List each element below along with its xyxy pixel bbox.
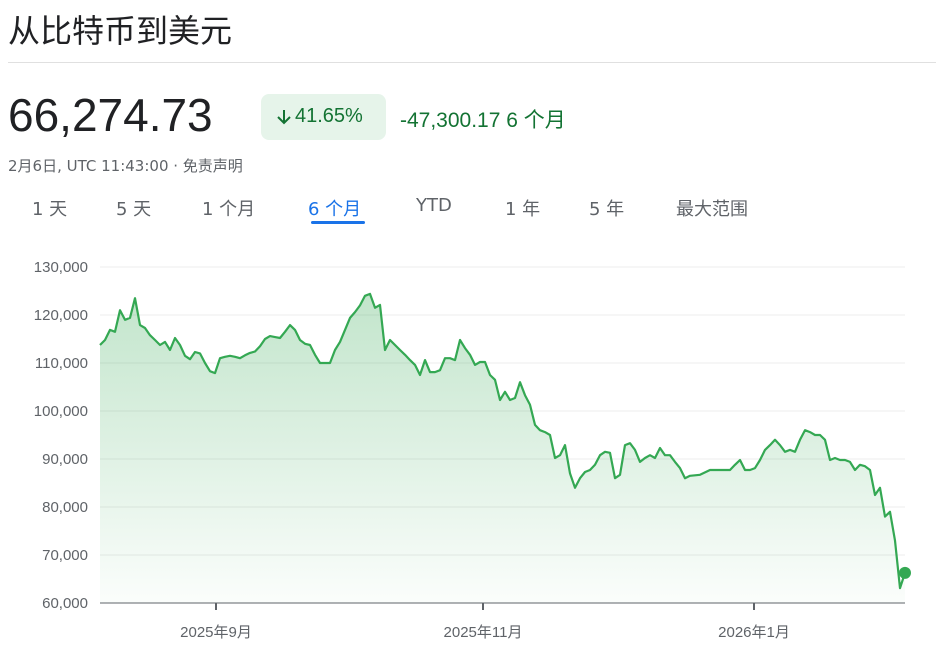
y-tick-label: 60,000	[42, 595, 88, 612]
tab[interactable]: YTD	[416, 195, 452, 216]
y-tick-label: 100,000	[34, 403, 88, 420]
tab-underline	[311, 221, 365, 224]
period: 6 个月	[506, 109, 566, 132]
down-arrow	[277, 110, 291, 125]
tab-active[interactable]: 6 个月	[308, 199, 362, 220]
y-tick-label: 90,000	[42, 451, 88, 468]
y-tick-label: 120,000	[34, 307, 88, 324]
change-value: -47,300.17 6 个月	[400, 104, 566, 134]
x-tick-label: 2026年1月	[718, 624, 790, 641]
change-percent: 41.65%	[295, 105, 363, 127]
change: -47,300.17	[400, 109, 501, 132]
area	[100, 293, 905, 603]
tab[interactable]: 1 年	[505, 199, 541, 220]
divider	[8, 62, 936, 63]
tab[interactable]: 5 天	[116, 199, 152, 220]
y-tick-label: 110,000	[35, 355, 88, 372]
price: 66,274.73	[8, 89, 213, 141]
y-tick-label: 70,000	[42, 547, 88, 564]
x-tick-label: 2025年11月	[444, 624, 523, 641]
tab[interactable]: 1 个月	[202, 199, 256, 220]
last-point	[899, 566, 911, 579]
x-tick-label: 2025年9月	[180, 624, 252, 641]
tab[interactable]: 1 天	[32, 199, 68, 220]
tab[interactable]: 最大范围	[676, 199, 748, 220]
change-badge: 41.65%	[261, 94, 386, 140]
timestamp: 2月6日, UTC 11:43:00 · 免责声明	[8, 157, 243, 175]
y-tick-label: 80,000	[42, 499, 88, 516]
tab[interactable]: 5 年	[589, 199, 625, 220]
y-tick-label: 130,000	[34, 259, 88, 276]
price-line	[99, 292, 907, 590]
title: 从比特币到美元	[8, 12, 233, 50]
